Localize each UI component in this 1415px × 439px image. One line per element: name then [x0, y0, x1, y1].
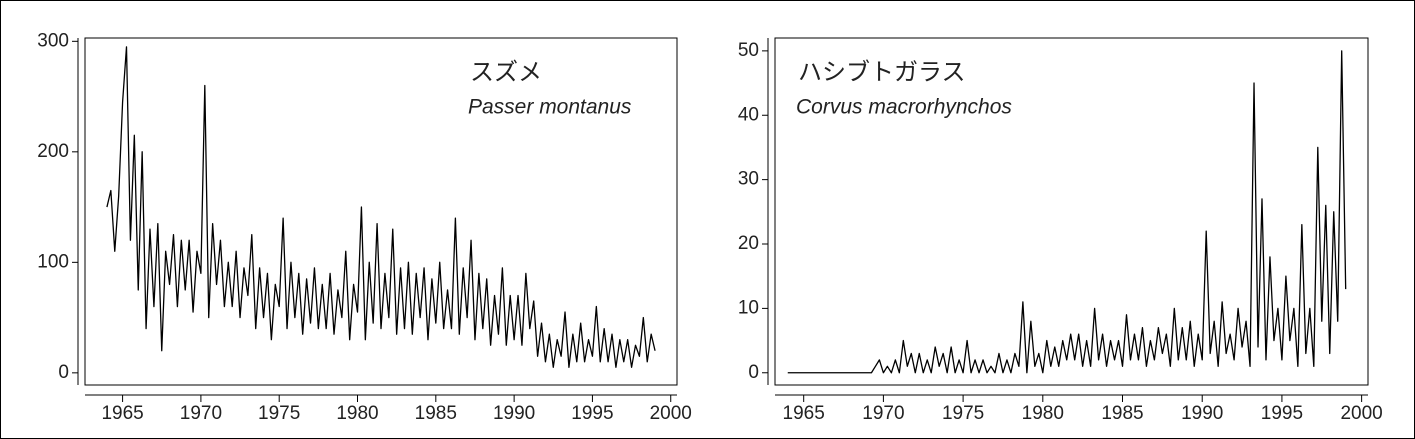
x-tick-label: 1975	[258, 403, 300, 424]
x-tick-label: 1970	[862, 403, 904, 424]
x-tick-label: 1990	[493, 403, 535, 424]
y-tick-label: 0	[748, 362, 759, 383]
x-tick-label: 1965	[101, 403, 143, 424]
y-tick-label: 200	[37, 141, 69, 162]
x-tick-label: 2000	[650, 403, 692, 424]
x-tick-label: 1995	[1261, 403, 1303, 424]
plot-box	[774, 37, 1369, 386]
y-tick-label: 300	[37, 30, 69, 51]
x-tick-label: 1970	[180, 403, 222, 424]
y-tick-label: 100	[37, 251, 69, 272]
x-tick-label: 1985	[415, 403, 457, 424]
x-tick-label: 1995	[571, 403, 613, 424]
chart-title: ハシブトガラス	[798, 58, 966, 86]
x-tick-label: 1985	[1101, 403, 1143, 424]
x-tick-label: 1980	[336, 403, 378, 424]
y-tick-label: 0	[58, 362, 69, 383]
y-tick-label: 20	[738, 233, 759, 254]
x-tick-label: 2000	[1340, 403, 1382, 424]
x-tick-label: 1975	[942, 403, 984, 424]
y-tick-label: 30	[738, 169, 759, 190]
y-tick-label: 40	[738, 104, 759, 125]
x-tick-label: 1965	[783, 403, 825, 424]
data-line	[106, 46, 656, 368]
data-line	[787, 50, 1347, 374]
chart-title: スズメ	[470, 58, 542, 86]
chart-subtitle: Corvus macrorhynchos	[796, 96, 1012, 119]
plot-box	[84, 37, 678, 386]
chart-subtitle: Passer montanus	[468, 96, 632, 119]
y-tick-label: 50	[738, 40, 759, 61]
x-tick-label: 1990	[1181, 403, 1223, 424]
y-tick-label: 10	[738, 297, 759, 318]
x-tick-label: 1980	[1022, 403, 1064, 424]
